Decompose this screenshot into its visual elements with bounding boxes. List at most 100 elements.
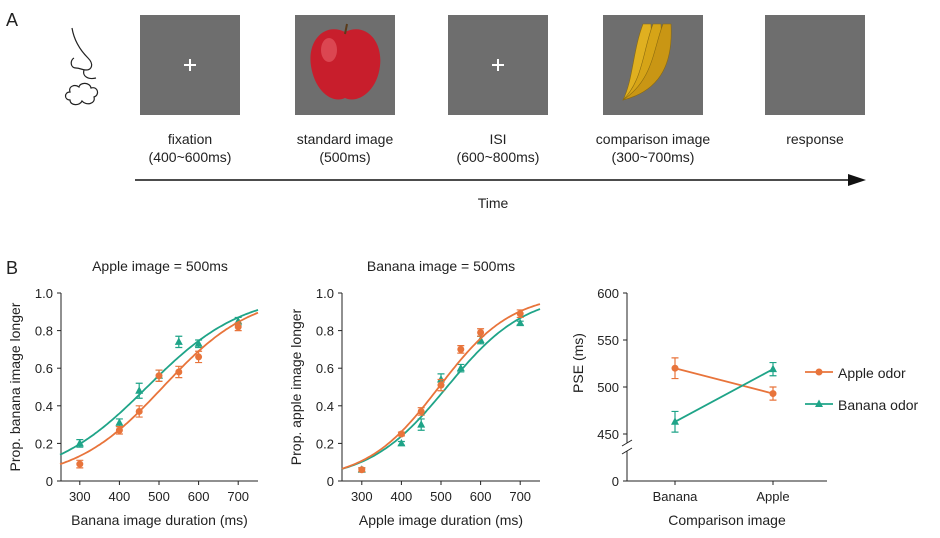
legend-label: Banana odor [838, 397, 919, 413]
odor-cloud-icon [64, 82, 99, 106]
fixation-cross-icon [184, 59, 196, 71]
stimulus-label: comparison image [596, 131, 711, 147]
time-arrow [135, 174, 866, 186]
y-tick-label: 0 [327, 474, 334, 489]
data-point-circle [195, 353, 203, 361]
x-axis-label: Comparison image [668, 512, 786, 528]
series-line-banana_odor [674, 368, 774, 423]
data-point-triangle [397, 438, 406, 447]
x-tick-label: 500 [148, 489, 170, 504]
banana-image [622, 23, 672, 101]
fit-curve-banana_odor [59, 309, 259, 456]
apple-body [310, 29, 381, 100]
banana-finger [622, 23, 672, 101]
nose-icon [70, 27, 97, 80]
axis-break-icon [621, 439, 633, 455]
data-point-triangle [516, 318, 525, 327]
y-axis [626, 293, 827, 482]
x-axis-label: Apple image duration (ms) [359, 512, 523, 528]
x-tick-label: 300 [351, 489, 373, 504]
stimulus-response: response [765, 15, 865, 147]
y-tick-label: 0.6 [316, 361, 334, 376]
y-axis-label: Prop. banana image longer [7, 302, 23, 471]
chart-apple-image-standard: Apple image = 500ms 0 0.2 0.4 0.6 0.8 1.0 300 40… [7, 258, 259, 528]
data-point-circle [769, 390, 777, 398]
data-point-circle [477, 328, 485, 336]
stimulus-isi: ISI (600~800ms) [448, 15, 548, 165]
stimulus-duration: (600~800ms) [457, 149, 540, 165]
data-point-circle [155, 372, 163, 380]
fit-curve-apple_odor [59, 311, 259, 466]
y-tick-label: 600 [597, 286, 619, 301]
data-point-triangle [769, 364, 777, 373]
data-point-triangle [456, 363, 465, 372]
y-tick-label: 0.2 [316, 436, 334, 451]
chart-title: Apple image = 500ms [92, 258, 228, 274]
x-tick-label: Apple [756, 489, 789, 504]
data-point-triangle [174, 337, 183, 345]
data-point-circle [815, 368, 823, 376]
y-axis-label: PSE (ms) [570, 333, 586, 393]
stimulus-standard-image: standard image (500ms) [295, 15, 395, 165]
data-point-circle [115, 426, 123, 434]
data-point-triangle [135, 386, 144, 394]
y-tick-label: 550 [597, 333, 619, 348]
panel-b-label: B [6, 258, 18, 278]
y-tick-label: 0.4 [35, 399, 53, 414]
fit-curve-banana_odor [341, 308, 541, 470]
x-tick-label: Banana [653, 489, 699, 504]
data-point-circle [135, 407, 143, 415]
x-tick-label: 400 [109, 489, 131, 504]
x-tick-label: 600 [470, 489, 492, 504]
chart-banana-image-standard: Banana image = 500ms 0 0.2 0.4 0.6 0.8 1.0 300 4… [288, 258, 541, 528]
x-tick-label: 700 [227, 489, 249, 504]
data-point-circle [234, 323, 242, 331]
stimulus-label: response [786, 131, 844, 147]
trial-sequence: fixation (400~600ms) standard image (500ms)… [140, 15, 865, 165]
stimulus-duration: (500ms) [319, 149, 370, 165]
data-point-circle [358, 466, 366, 474]
y-tick-label: 500 [597, 380, 619, 395]
y-tick-label: 1.0 [316, 286, 334, 301]
y-tick-label: 450 [597, 427, 619, 442]
data-point-circle [417, 407, 425, 415]
data-point-circle [671, 364, 679, 372]
y-tick-label: 0.6 [35, 361, 53, 376]
x-axis-label: Banana image duration (ms) [71, 512, 248, 528]
data-point-circle [437, 381, 445, 389]
y-tick-label: 1.0 [35, 286, 53, 301]
data-point-circle [397, 430, 405, 438]
stimulus-label: standard image [297, 131, 394, 147]
data-point-triangle [75, 438, 84, 447]
data-point-triangle [671, 417, 679, 425]
screen [765, 15, 865, 115]
x-tick-label: 700 [509, 489, 531, 504]
legend-item-apple_odor: Apple odor [805, 365, 906, 381]
stimulus-fixation: fixation (400~600ms) [140, 15, 240, 165]
data-point-circle [175, 368, 183, 376]
x-tick-label: 600 [188, 489, 210, 504]
y-tick-label: 0.4 [316, 399, 334, 414]
series-line-apple_odor [674, 367, 774, 395]
time-label: Time [478, 195, 509, 211]
x-tick-label: 300 [69, 489, 91, 504]
chart-pse: 0 450 500 550 600 Banana Apple Comparison image… [570, 286, 919, 528]
panel-a-label: A [6, 10, 18, 30]
data-point-triangle [194, 339, 203, 347]
stimulus-duration: (300~700ms) [612, 149, 695, 165]
apple-highlight [321, 38, 337, 62]
apple-image [310, 23, 381, 100]
stimulus-duration: (400~600ms) [149, 149, 232, 165]
x-tick-label: 400 [391, 489, 413, 504]
legend: Apple odor Banana odor [805, 365, 919, 413]
y-tick-label: 0.8 [35, 324, 53, 339]
apple-stem [344, 23, 348, 35]
stimulus-label: fixation [168, 131, 212, 147]
y-axis-label: Prop. apple image longer [288, 308, 304, 465]
fixation-cross-icon [492, 59, 504, 71]
data-point-triangle [115, 418, 124, 426]
y-tick-label: 0.2 [35, 436, 53, 451]
y-tick-label: 0 [46, 474, 53, 489]
data-point-circle [76, 460, 84, 468]
